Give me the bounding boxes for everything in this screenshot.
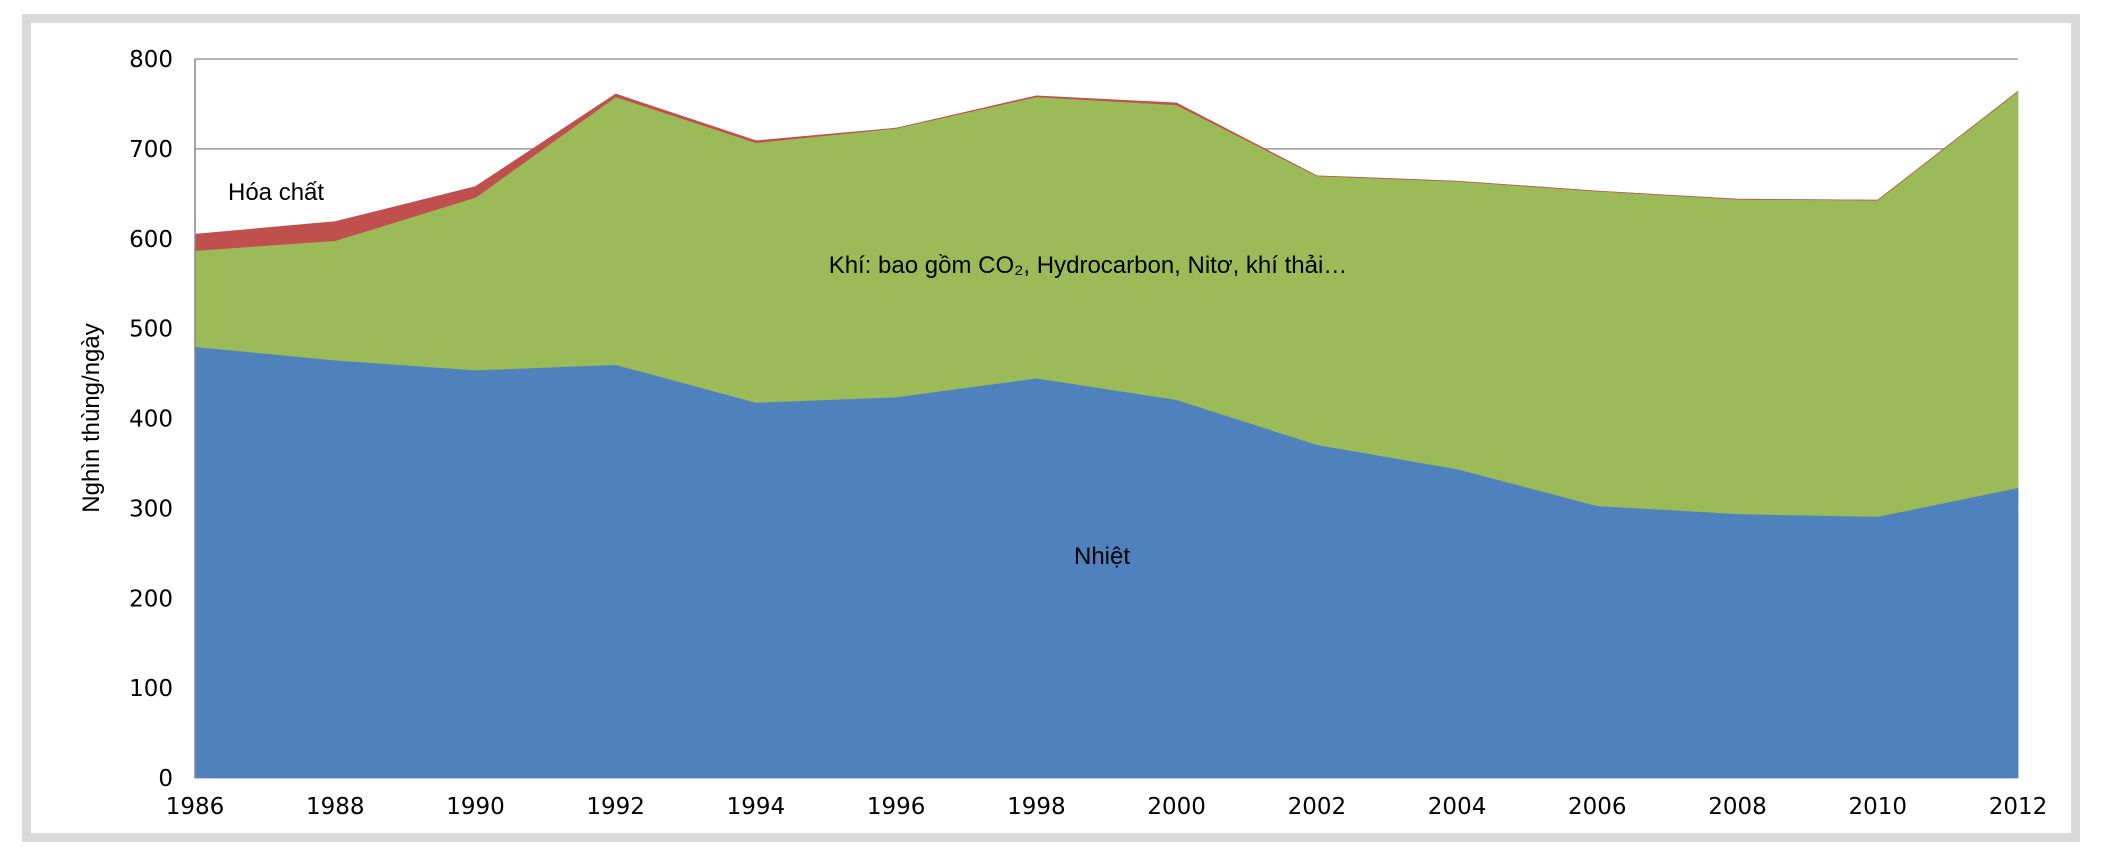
y-tick-label: 500 (129, 317, 173, 343)
x-tick-label: 1994 (727, 794, 786, 820)
x-tick-label: 2000 (1147, 794, 1206, 820)
x-tick-label: 1996 (867, 794, 926, 820)
x-tick-labels: 1986 1988 1990 1992 1994 1996 1998 2000 2002 2004… (166, 794, 2048, 820)
y-tick-label: 400 (129, 407, 173, 433)
y-tick-label: 700 (129, 137, 173, 163)
y-axis-label: Nghìn thùng/ngày (78, 323, 105, 512)
x-tick-label: 2006 (1568, 794, 1627, 820)
areas (194, 90, 2019, 779)
x-tick-label: 2012 (1989, 794, 2048, 820)
series-label-khi: Khí: bao gồm CO₂, Hydrocarbon, Nitơ, khí… (829, 252, 1348, 279)
x-tick-label: 2008 (1708, 794, 1767, 820)
x-tick-label: 1998 (1007, 794, 1066, 820)
x-tick-label: 1988 (306, 794, 365, 820)
y-tick-label: 800 (129, 47, 173, 73)
x-tick-label: 1992 (586, 794, 645, 820)
series-label-nhiet: Nhiệt (1074, 543, 1130, 570)
x-tick-label: 2010 (1848, 794, 1907, 820)
series-label-hoa-chat: Hóa chất (228, 179, 324, 206)
y-tick-label: 300 (129, 496, 173, 522)
y-tick-label: 100 (129, 676, 173, 702)
x-tick-label: 2002 (1288, 794, 1347, 820)
y-tick-labels: 0 100 200 300 400 500 600 700 800 (129, 47, 173, 792)
y-tick-label: 200 (129, 586, 173, 612)
area-hoa-chat (194, 91, 2019, 251)
y-tick-label: 600 (129, 227, 173, 253)
y-tick-label: 0 (158, 766, 173, 792)
x-tick-label: 1990 (446, 794, 505, 820)
x-tick-label: 1986 (166, 794, 225, 820)
x-tick-label: 2004 (1428, 794, 1487, 820)
